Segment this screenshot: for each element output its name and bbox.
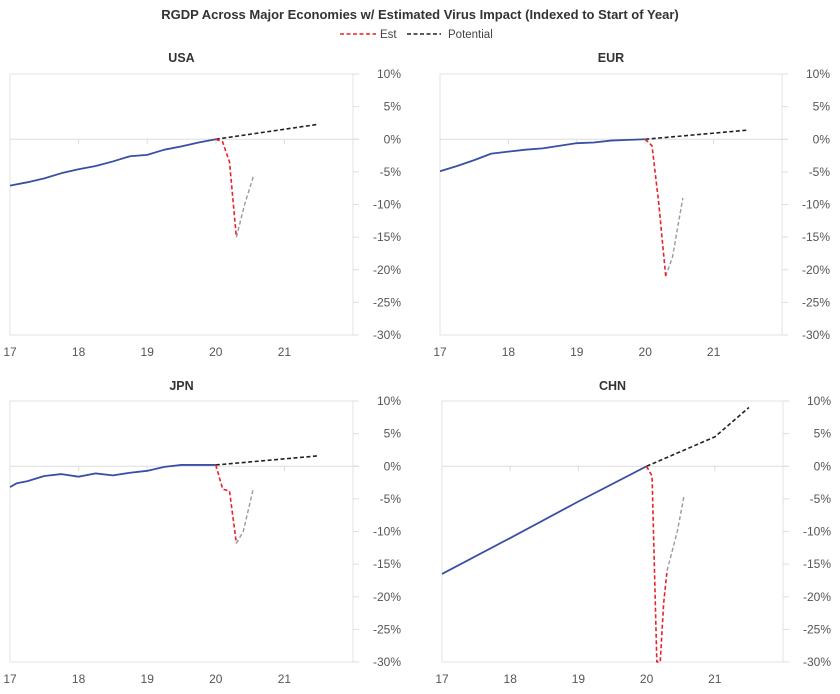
y-tick-label: -25% [803, 622, 831, 636]
actual-series-line [441, 465, 648, 575]
y-tick-label: -30% [802, 328, 830, 342]
chart-title: RGDP Across Major Economies w/ Estimated… [161, 7, 679, 22]
recovery-series-line [235, 175, 255, 238]
x-tick-label: 17 [3, 345, 17, 359]
y-tick-label: -10% [373, 198, 401, 212]
est-series-line [645, 465, 668, 663]
y-tick-label: -5% [380, 492, 402, 506]
y-tick-label: 5% [384, 100, 402, 114]
plot-area [9, 400, 354, 663]
x-tick-label: 21 [707, 345, 721, 359]
y-tick-label: 0% [384, 459, 402, 473]
x-tick-label: 18 [504, 672, 518, 686]
panel-eur: EUR 10% 5% 0% -5% -10% -15% -20% -25% -30% 17 18 19 2… [433, 51, 830, 359]
x-tick-label: 21 [708, 672, 722, 686]
y-tick-label: -30% [373, 655, 401, 669]
recovery-series-line [665, 197, 684, 277]
x-tick-label: 20 [209, 672, 223, 686]
y-tick-label: 0% [814, 459, 832, 473]
y-tick-label: 10% [377, 67, 401, 81]
x-tick-label: 21 [278, 672, 292, 686]
x-tick-label: 19 [141, 345, 155, 359]
y-tick-label: 0% [813, 132, 831, 146]
plot-area [441, 400, 784, 663]
y-tick-label: 10% [807, 394, 831, 408]
est-series-line [644, 138, 667, 277]
y-tick-label: -10% [373, 525, 401, 539]
y-tick-label: -15% [373, 230, 401, 244]
y-tick-label: -10% [802, 198, 830, 212]
plot-area [439, 73, 783, 336]
panel-title: CHN [599, 379, 626, 393]
x-tick-label: 17 [433, 345, 447, 359]
actual-series-line [9, 138, 216, 187]
actual-series-line [439, 138, 646, 173]
panel-usa: USA 10% 5% 0% -5% -10% -15% -20% -25% -30% 17 18 19 2… [3, 51, 401, 359]
recovery-series-line [235, 487, 255, 544]
potential-series-line [646, 406, 750, 467]
x-tick-label: 19 [572, 672, 586, 686]
y-tick-label: -30% [803, 655, 831, 669]
y-tick-label: -20% [373, 590, 401, 604]
y-tick-label: -5% [810, 492, 832, 506]
panel-title: JPN [169, 379, 193, 393]
x-tick-label: 18 [72, 672, 86, 686]
y-tick-label: 5% [813, 100, 831, 114]
panel-jpn: JPN 10% 5% 0% -5% -10% -15% -20% -25% -30% 17 18 19 2… [3, 379, 401, 686]
x-tick-label: 20 [639, 345, 653, 359]
x-tick-label: 20 [640, 672, 654, 686]
panel-chn: CHN 10% 5% 0% -5% -10% -15% -20% -25% -30% 17 18 19 2… [435, 379, 831, 686]
panel-title: EUR [598, 51, 624, 65]
x-tick-label: 18 [502, 345, 516, 359]
actual-series-line [9, 464, 216, 488]
x-tick-label: 18 [72, 345, 86, 359]
x-tick-label: 21 [278, 345, 292, 359]
y-tick-label: 5% [384, 427, 402, 441]
x-tick-label: 17 [3, 672, 17, 686]
plot-area [9, 73, 354, 336]
y-tick-label: -15% [373, 557, 401, 571]
recovery-series-line [666, 495, 685, 571]
y-tick-label: -20% [803, 590, 831, 604]
y-tick-label: 10% [806, 67, 830, 81]
x-tick-label: 17 [435, 672, 449, 686]
y-tick-label: 0% [384, 132, 402, 146]
x-tick-label: 19 [570, 345, 584, 359]
panel-title: USA [168, 51, 194, 65]
x-tick-label: 20 [209, 345, 223, 359]
y-tick-label: -25% [802, 295, 830, 309]
y-tick-label: 10% [377, 394, 401, 408]
y-tick-label: -15% [802, 230, 830, 244]
y-tick-label: 5% [814, 427, 832, 441]
potential-series-line [645, 129, 748, 141]
legend: Est Potential [340, 29, 493, 41]
potential-series-line [215, 455, 319, 466]
x-tick-label: 19 [141, 672, 155, 686]
est-series-line [215, 138, 238, 238]
legend-potential-label: Potential [448, 29, 493, 41]
y-tick-label: -15% [803, 557, 831, 571]
y-tick-label: -10% [803, 525, 831, 539]
legend-est-label: Est [380, 29, 397, 41]
y-tick-label: -5% [380, 165, 402, 179]
y-tick-label: -5% [809, 165, 831, 179]
y-tick-label: -20% [373, 263, 401, 277]
y-tick-label: -20% [802, 263, 830, 277]
y-tick-label: -25% [373, 295, 401, 309]
y-tick-label: -30% [373, 328, 401, 342]
potential-series-line [215, 123, 319, 141]
y-tick-label: -25% [373, 622, 401, 636]
est-series-line [215, 464, 238, 544]
